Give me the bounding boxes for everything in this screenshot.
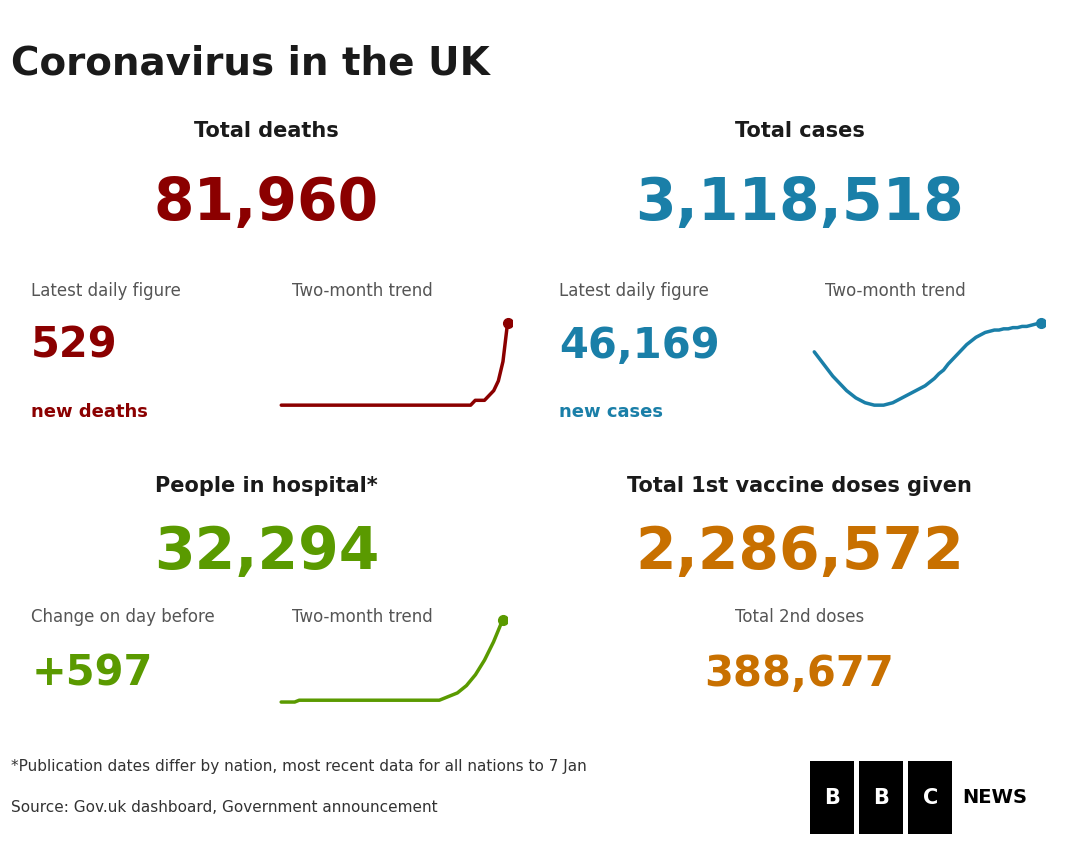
Text: 388,677: 388,677 <box>705 653 894 694</box>
Text: Latest daily figure: Latest daily figure <box>559 282 709 300</box>
Text: People in hospital*: People in hospital* <box>156 476 377 496</box>
Text: C: C <box>923 788 938 808</box>
Text: 2,286,572: 2,286,572 <box>635 524 964 581</box>
Text: Total 2nd doses: Total 2nd doses <box>734 608 865 626</box>
Text: new deaths: new deaths <box>31 403 148 422</box>
FancyBboxPatch shape <box>810 762 854 834</box>
Text: NEWS: NEWS <box>963 788 1028 808</box>
FancyBboxPatch shape <box>859 762 903 834</box>
Text: new cases: new cases <box>559 403 663 422</box>
Text: 529: 529 <box>31 325 117 366</box>
Text: +597: +597 <box>31 653 152 694</box>
Text: Coronavirus in the UK: Coronavirus in the UK <box>11 45 489 82</box>
Text: Two-month trend: Two-month trend <box>292 608 433 626</box>
Text: *Publication dates differ by nation, most recent data for all nations to 7 Jan: *Publication dates differ by nation, mos… <box>11 759 586 774</box>
FancyBboxPatch shape <box>908 762 952 834</box>
Text: Latest daily figure: Latest daily figure <box>31 282 181 300</box>
Text: 32,294: 32,294 <box>154 524 379 581</box>
Text: Total cases: Total cases <box>734 122 865 141</box>
Text: Source: Gov.uk dashboard, Government announcement: Source: Gov.uk dashboard, Government ann… <box>11 800 437 815</box>
Text: Two-month trend: Two-month trend <box>292 282 433 300</box>
Text: B: B <box>824 788 840 808</box>
Text: Two-month trend: Two-month trend <box>825 282 966 300</box>
Text: B: B <box>873 788 889 808</box>
Text: Change on day before: Change on day before <box>31 608 215 626</box>
Text: 81,960: 81,960 <box>154 175 379 232</box>
Text: 3,118,518: 3,118,518 <box>635 175 964 232</box>
Text: Total deaths: Total deaths <box>194 122 339 141</box>
Text: 46,169: 46,169 <box>559 325 720 366</box>
Text: Total 1st vaccine doses given: Total 1st vaccine doses given <box>627 476 972 496</box>
